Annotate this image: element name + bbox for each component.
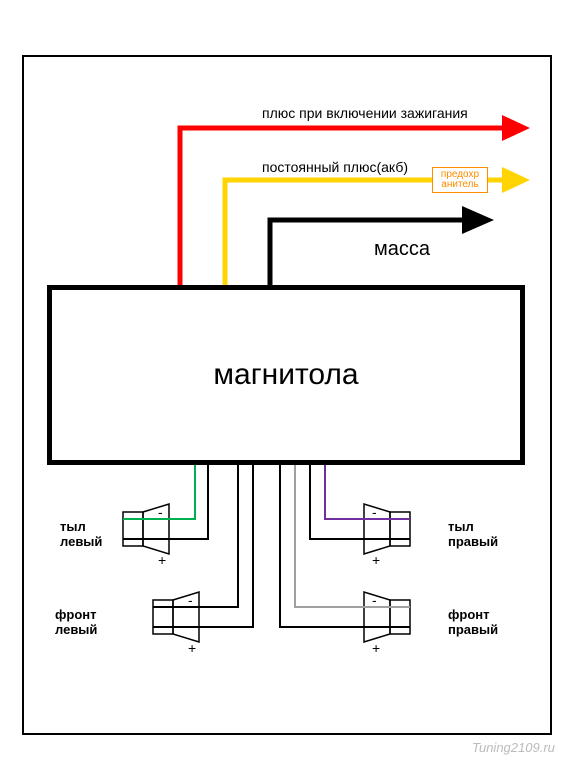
diagram-canvas: плюс при включении зажигания постоянный …	[0, 0, 575, 757]
ignition-label: плюс при включении зажигания	[262, 105, 468, 121]
head-unit-label: магнитола	[213, 358, 358, 392]
minus-sign-rear-left: -	[158, 504, 163, 520]
speaker-label-rear-right: тыл правый	[448, 520, 498, 550]
speaker-label-rear-left: тыл левый	[60, 520, 102, 550]
battery-label: постоянный плюс(акб)	[262, 159, 408, 175]
plus-sign-front-right: +	[372, 640, 380, 656]
fuse-box: предохр анитель	[432, 167, 488, 193]
minus-sign-front-right: -	[372, 592, 377, 608]
fuse-text-2: анитель	[441, 180, 478, 190]
minus-sign-front-left: -	[188, 592, 193, 608]
speaker-label-front-left: фронт левый	[55, 608, 97, 638]
speaker-label-front-right: фронт правый	[448, 608, 498, 638]
ground-label: масса	[374, 238, 430, 261]
plus-sign-rear-left: +	[158, 552, 166, 568]
plus-sign-rear-right: +	[372, 552, 380, 568]
plus-sign-front-left: +	[188, 640, 196, 656]
minus-sign-rear-right: -	[372, 504, 377, 520]
watermark: Tuning2109.ru	[472, 740, 555, 755]
head-unit-box: магнитола	[47, 285, 525, 465]
